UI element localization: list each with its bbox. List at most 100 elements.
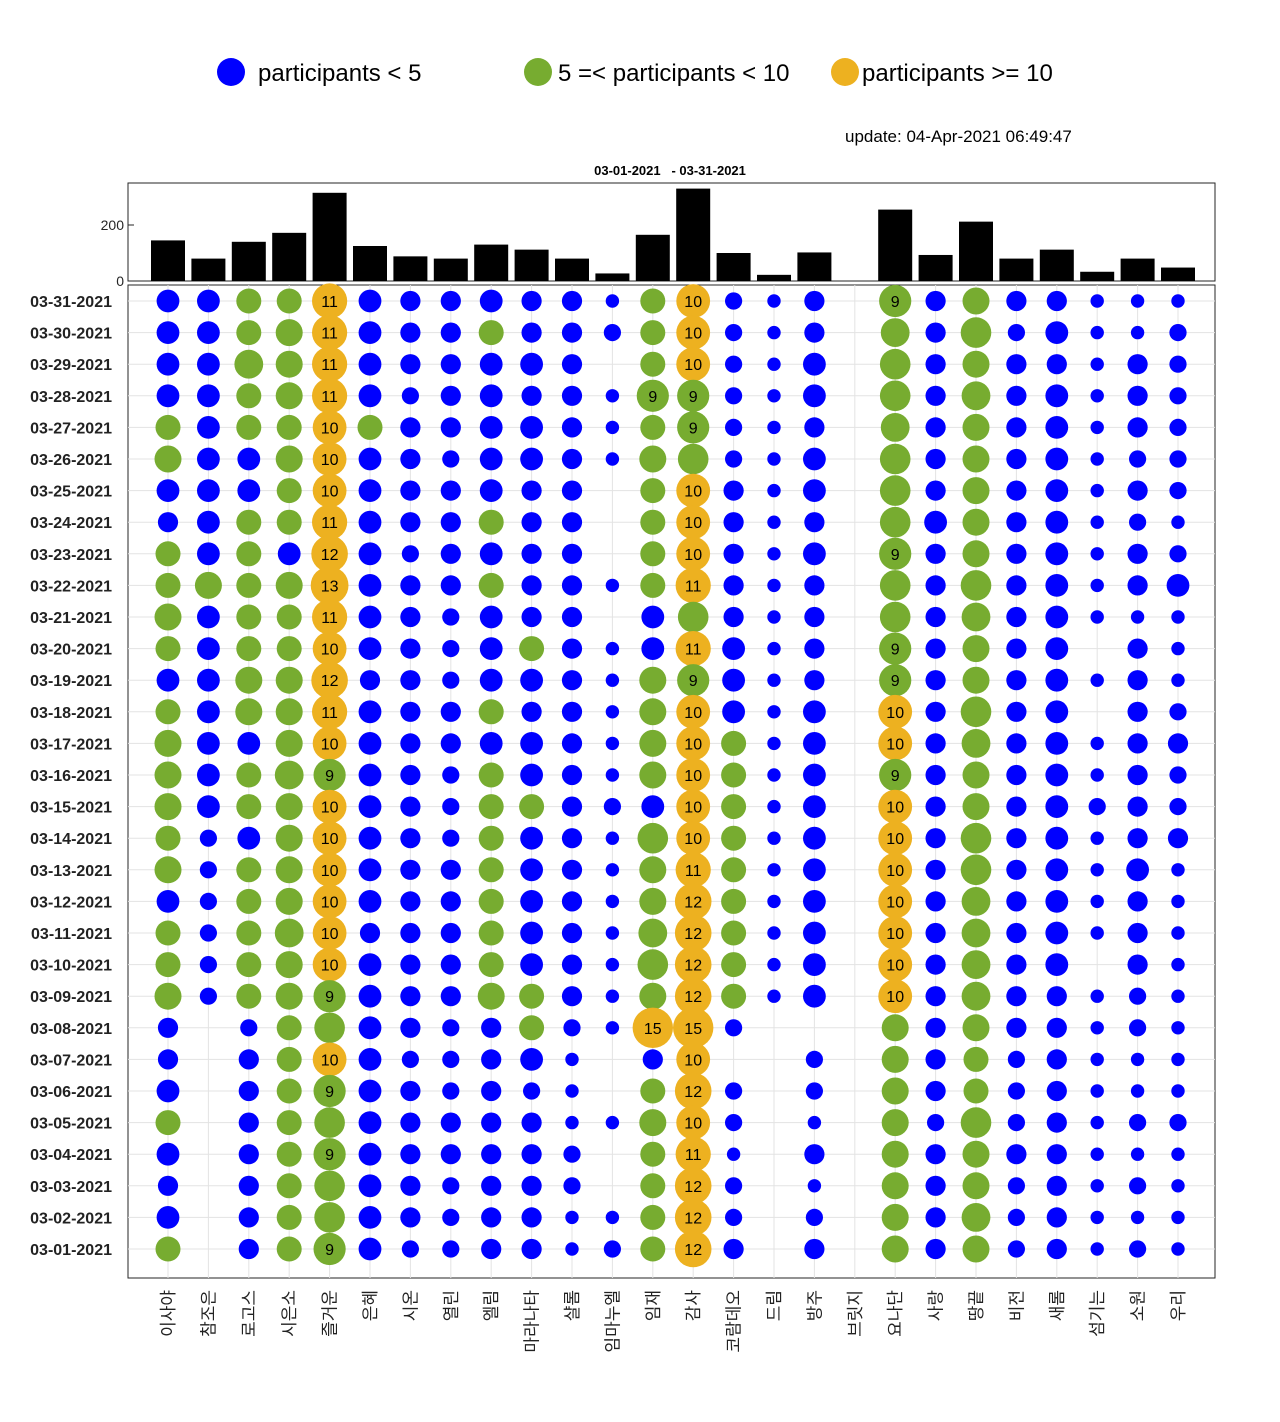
bubble [481, 1175, 502, 1196]
bubble [440, 417, 461, 438]
bubble [1130, 1210, 1145, 1225]
bubble-value-label: 11 [685, 1147, 702, 1164]
bubble [1169, 450, 1187, 468]
bubble [803, 732, 826, 755]
bubble [479, 637, 503, 660]
bubble [677, 664, 710, 697]
bubble [197, 668, 220, 692]
bubble [803, 890, 826, 913]
bubble [1088, 798, 1106, 816]
bubble [275, 382, 303, 410]
bubble [1090, 452, 1104, 466]
bubble [639, 1109, 667, 1137]
bubble [238, 1207, 259, 1228]
bubble [358, 1111, 382, 1134]
bubble [925, 354, 946, 375]
bubble [1090, 1210, 1104, 1225]
bubble [478, 794, 504, 820]
bubble-value-label: 15 [644, 1021, 662, 1038]
bubble [925, 606, 946, 628]
bubble [520, 858, 543, 882]
bubble [442, 1082, 460, 1100]
bubble-value-label: 9 [891, 673, 900, 690]
bubble [803, 352, 826, 376]
bubble [236, 604, 262, 630]
date-label: 03-13-2021 [30, 863, 112, 880]
bubble [1045, 890, 1069, 913]
bubble [478, 762, 504, 788]
bubble [605, 420, 620, 435]
bubble [276, 1141, 302, 1167]
bubble [603, 798, 622, 816]
bubble [275, 698, 303, 726]
bubble [725, 292, 743, 310]
bubble [238, 1080, 259, 1102]
bubble [677, 379, 710, 412]
bubble [805, 1208, 824, 1226]
bubble [1129, 1240, 1147, 1258]
bubble [925, 828, 946, 849]
bubble [677, 443, 709, 475]
bubble [236, 920, 262, 946]
bubble [721, 730, 747, 756]
bubble [199, 924, 217, 942]
bubble [314, 1170, 345, 1202]
bubble-value-label: 12 [321, 547, 339, 564]
bubble [313, 980, 346, 1013]
bubble-value-label: 9 [689, 673, 698, 690]
bubble-value-label: 9 [325, 1242, 334, 1259]
bubble [1045, 668, 1069, 692]
bubble [962, 666, 990, 694]
bubble [1045, 542, 1069, 566]
bubble-value-label: 9 [891, 768, 900, 785]
date-label: 03-14-2021 [30, 831, 112, 848]
date-label: 03-05-2021 [30, 1116, 112, 1133]
bubble [358, 605, 382, 629]
bubble-value-label: 10 [684, 326, 702, 343]
date-label: 03-20-2021 [30, 642, 112, 659]
bubble [359, 922, 381, 944]
bubble [1171, 294, 1185, 308]
bubble [674, 1072, 712, 1110]
bubble [723, 1238, 744, 1260]
bubble [520, 447, 543, 471]
bar [676, 188, 711, 281]
bar [757, 274, 791, 281]
bubble [1171, 673, 1185, 687]
bubble [605, 926, 620, 940]
bubble-value-label: 12 [684, 958, 702, 975]
bubble [276, 1015, 302, 1041]
bubble [1171, 957, 1185, 972]
bubble [725, 355, 743, 373]
bubble-value-label: 10 [684, 357, 702, 374]
bubble [1006, 354, 1027, 375]
bubble [963, 1078, 989, 1104]
bubble-value-label: 11 [321, 515, 338, 532]
bubble [1169, 355, 1187, 373]
bubble [442, 1050, 460, 1068]
bubble [641, 795, 665, 818]
bubble [400, 606, 421, 628]
bubble [1046, 986, 1067, 1007]
bubble [521, 575, 542, 596]
bubble-value-label: 12 [684, 1242, 702, 1259]
date-label: 03-11-2021 [31, 926, 112, 943]
bubble [1169, 545, 1187, 563]
bubble [1045, 574, 1069, 597]
date-label: 03-12-2021 [30, 894, 112, 911]
bubble [962, 1172, 990, 1200]
bubble [880, 318, 910, 347]
column-label: 샬롬 [563, 1290, 582, 1321]
bubble [561, 828, 583, 849]
column-label: 즐거운 [321, 1290, 340, 1337]
bubble [237, 732, 261, 755]
bubble [1090, 831, 1104, 845]
bubble [1090, 420, 1104, 435]
date-label: 03-15-2021 [30, 800, 112, 817]
bubble-value-label: 12 [684, 1179, 702, 1196]
bubble [276, 604, 302, 630]
bubble [1127, 796, 1148, 817]
bubble [676, 284, 711, 318]
legend-marker-low [217, 58, 245, 86]
bubble-value-label: 10 [684, 831, 702, 848]
